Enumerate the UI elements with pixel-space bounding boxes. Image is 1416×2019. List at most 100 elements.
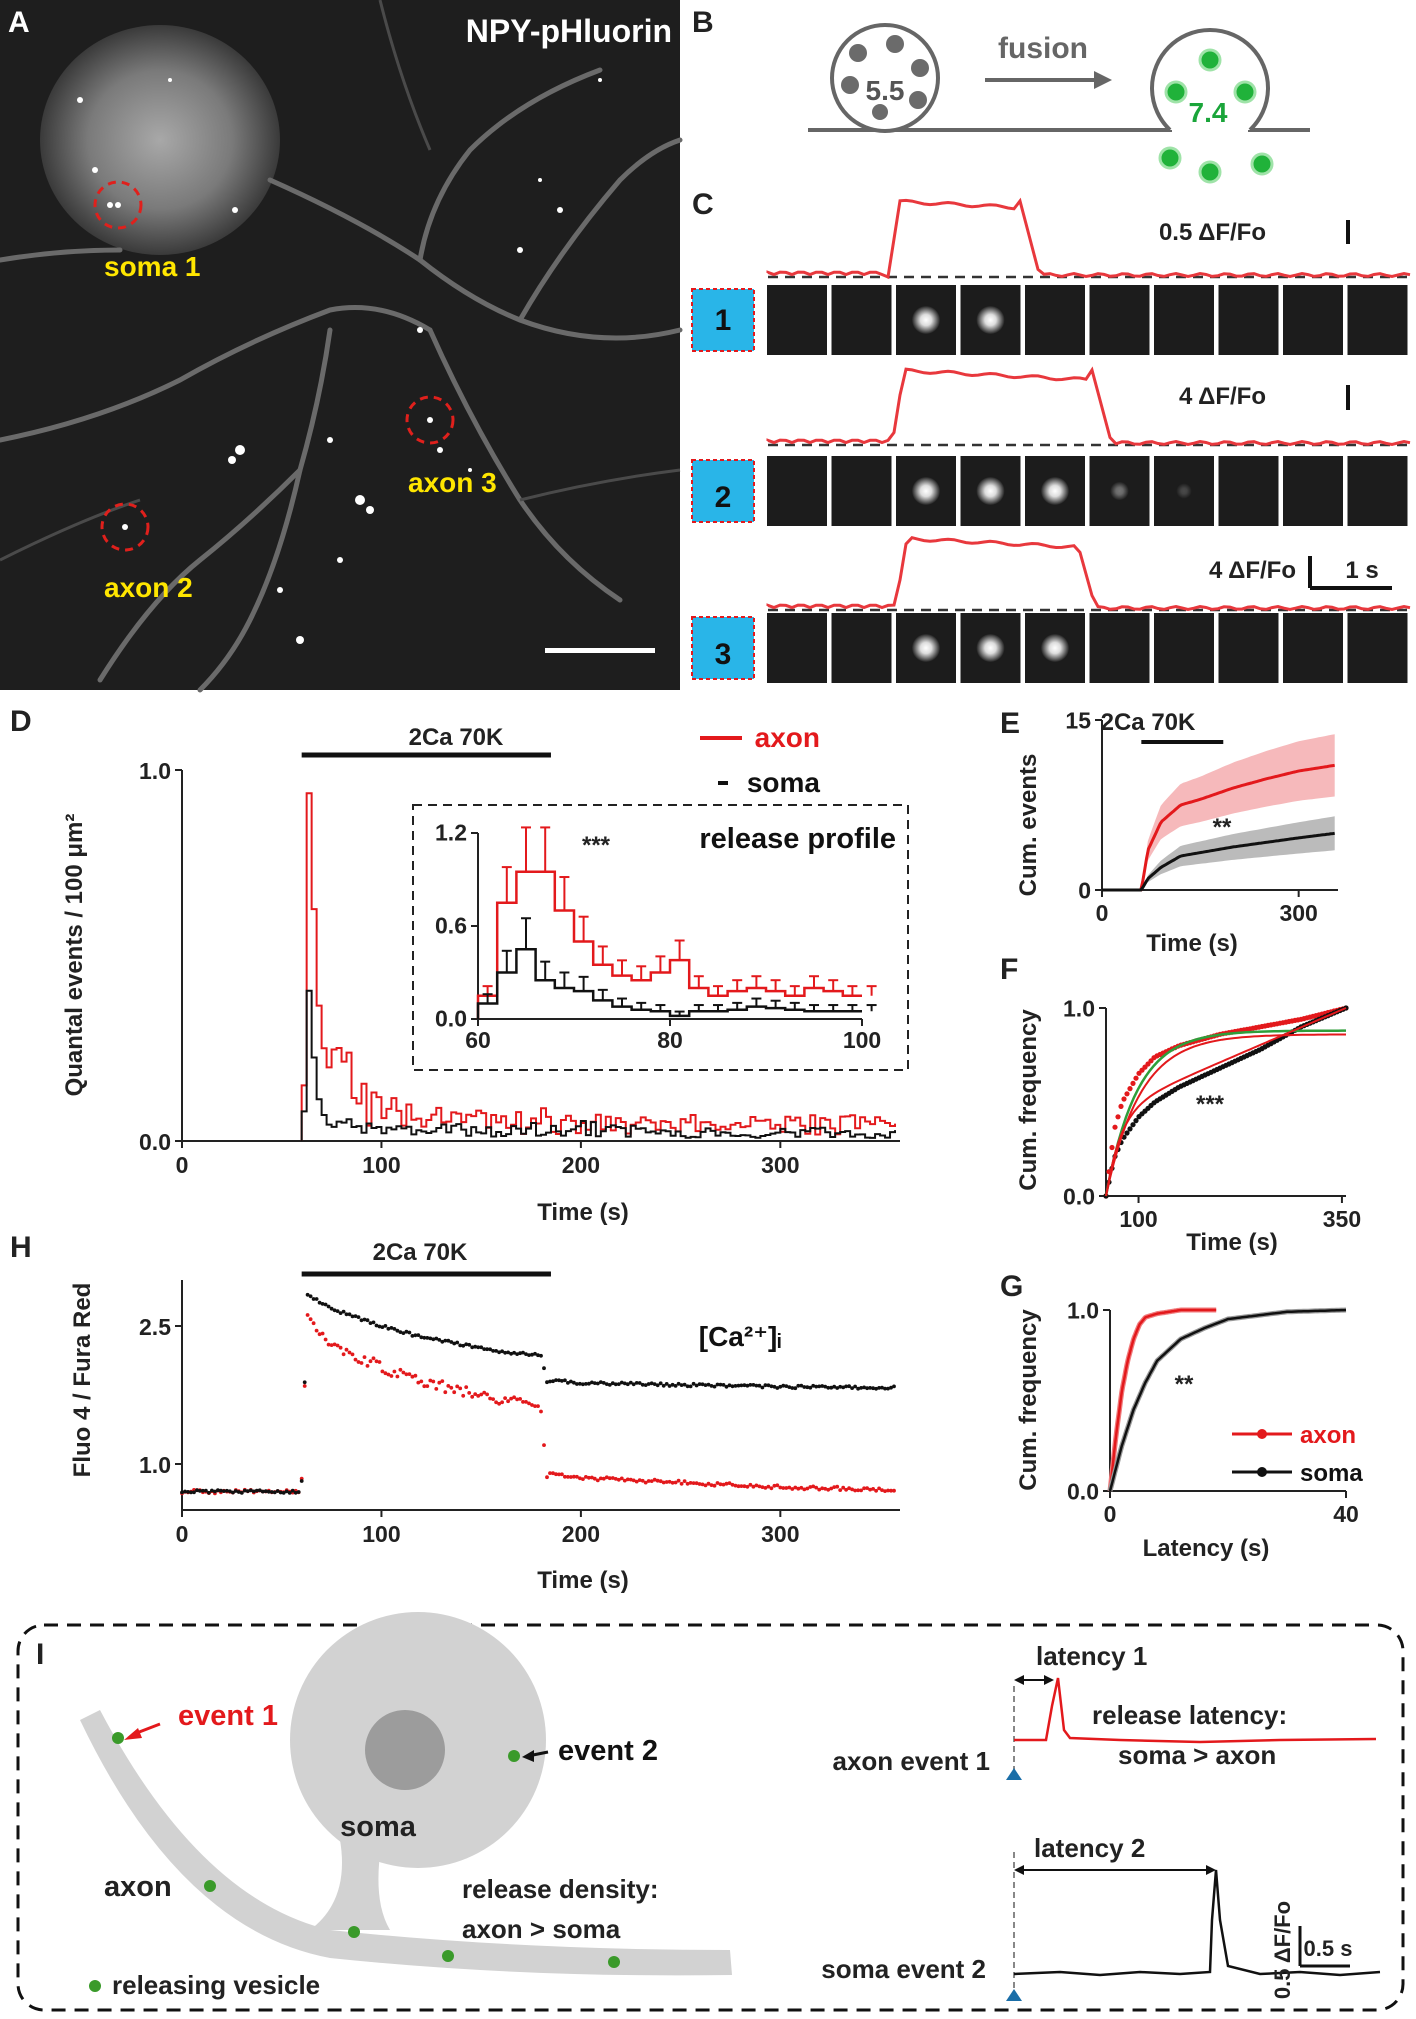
h-point-soma xyxy=(434,1336,439,1341)
h-point-soma xyxy=(793,1386,798,1391)
h-point-soma xyxy=(542,1366,546,1371)
h-point-axon xyxy=(793,1485,798,1490)
h-stimulus-label: 2Ca 70K xyxy=(373,1239,468,1266)
h-point-soma xyxy=(464,1342,469,1347)
h-point-axon xyxy=(329,1343,334,1347)
h-point-soma xyxy=(733,1384,738,1388)
h-point-axon xyxy=(326,1342,331,1347)
d-ytick-label: 0.0 xyxy=(139,1129,171,1155)
f-point-axon xyxy=(1133,1075,1139,1081)
h-point-axon xyxy=(646,1479,651,1483)
h-point-soma xyxy=(847,1384,851,1389)
g-xlabel: Latency (s) xyxy=(1143,1535,1270,1562)
c-frame xyxy=(767,285,827,355)
h-point-soma xyxy=(748,1383,753,1387)
h-point-soma xyxy=(458,1343,463,1348)
h-point-soma xyxy=(233,1489,238,1493)
h-point-soma xyxy=(410,1334,415,1338)
panel-h-chart: H 2Ca 70K Fluo 4 / Fura Red Time (s) [Ca… xyxy=(10,1231,900,1594)
h-point-axon xyxy=(590,1475,594,1480)
roi-axon-2 xyxy=(100,502,150,552)
soma-fluorescence xyxy=(40,25,280,255)
h-point-axon xyxy=(359,1361,364,1365)
h-point-soma xyxy=(817,1384,822,1389)
h-point-axon xyxy=(554,1472,558,1477)
f-point-axon xyxy=(1121,1096,1127,1102)
h-point-soma xyxy=(853,1384,857,1389)
h-point-soma xyxy=(371,1320,376,1325)
c-event-box-2 xyxy=(691,459,755,523)
h-ytick-label: 1.0 xyxy=(139,1452,171,1478)
h-point-soma xyxy=(569,1379,573,1384)
h-point-axon xyxy=(640,1478,645,1483)
h-point-soma xyxy=(607,1383,612,1387)
h-point-soma xyxy=(850,1386,854,1390)
h-point-axon xyxy=(419,1379,424,1384)
h-point-soma xyxy=(335,1309,340,1313)
h-point-axon xyxy=(700,1482,705,1487)
h-point-axon xyxy=(470,1394,475,1399)
h-point-axon xyxy=(356,1360,361,1364)
h-point-axon xyxy=(751,1484,756,1489)
h-point-soma xyxy=(712,1384,717,1389)
h-point-axon xyxy=(661,1480,666,1485)
c-frame xyxy=(1283,613,1343,683)
g-ytick-label: 1.0 xyxy=(1067,1297,1099,1323)
h-point-soma xyxy=(877,1386,881,1390)
h-point-soma xyxy=(266,1489,271,1494)
micrograph-title: NPY-pHluorin xyxy=(466,13,672,49)
h-point-soma xyxy=(386,1326,391,1331)
h-point-axon xyxy=(491,1397,495,1401)
g-legend-soma: soma xyxy=(1300,1460,1363,1487)
h-point-axon xyxy=(464,1385,469,1389)
h-xtick-label: 300 xyxy=(761,1521,799,1547)
h-point-soma xyxy=(186,1490,190,1494)
c-frame xyxy=(1218,456,1279,526)
c-frame xyxy=(1218,285,1279,355)
axon-event-trace xyxy=(1014,1677,1377,1744)
e-series-soma xyxy=(1102,831,1335,892)
h-point-soma xyxy=(688,1384,693,1389)
h-point-axon xyxy=(527,1401,531,1406)
h-point-axon xyxy=(503,1396,507,1400)
h-point-axon xyxy=(787,1485,792,1490)
h-point-soma xyxy=(619,1380,624,1385)
h-point-axon xyxy=(494,1400,498,1405)
c-frame xyxy=(1154,285,1214,355)
d-xlabel: Time (s) xyxy=(537,1199,629,1226)
h-point-axon xyxy=(598,1476,603,1481)
h-point-axon xyxy=(604,1475,609,1480)
h-point-soma xyxy=(613,1382,618,1387)
h-point-soma xyxy=(461,1343,466,1348)
scale-label-1: 0.5 ΔF/Fo xyxy=(1159,219,1266,246)
h-point-soma xyxy=(769,1384,774,1389)
h-point-soma xyxy=(814,1384,819,1389)
h-point-soma xyxy=(275,1489,280,1493)
h-point-soma xyxy=(398,1330,403,1334)
h-point-soma xyxy=(311,1297,316,1301)
h-point-axon xyxy=(386,1372,391,1377)
h-point-axon xyxy=(883,1489,887,1493)
h-point-axon xyxy=(305,1313,310,1317)
h-point-axon xyxy=(877,1486,881,1491)
h-point-axon xyxy=(569,1475,573,1479)
h-point-axon xyxy=(500,1400,504,1405)
d-series-axon xyxy=(300,792,897,1141)
h-point-axon xyxy=(886,1488,890,1493)
h-point-axon xyxy=(736,1484,741,1489)
h-point-soma xyxy=(742,1383,747,1388)
d-stimulus-label: 2Ca 70K xyxy=(409,724,504,751)
h-point-soma xyxy=(204,1488,208,1493)
h-point-soma xyxy=(685,1384,690,1389)
h-point-soma xyxy=(326,1304,331,1309)
h-point-axon xyxy=(631,1478,636,1483)
h-point-axon xyxy=(772,1483,777,1488)
h-point-axon xyxy=(667,1479,672,1484)
h-point-axon xyxy=(515,1397,519,1402)
h-point-soma xyxy=(832,1384,837,1389)
h-point-soma xyxy=(392,1327,397,1331)
f-ytick-label: 0.0 xyxy=(1063,1183,1095,1209)
h-point-axon xyxy=(625,1477,630,1482)
h-point-soma xyxy=(682,1382,687,1387)
h-point-soma xyxy=(598,1380,603,1384)
